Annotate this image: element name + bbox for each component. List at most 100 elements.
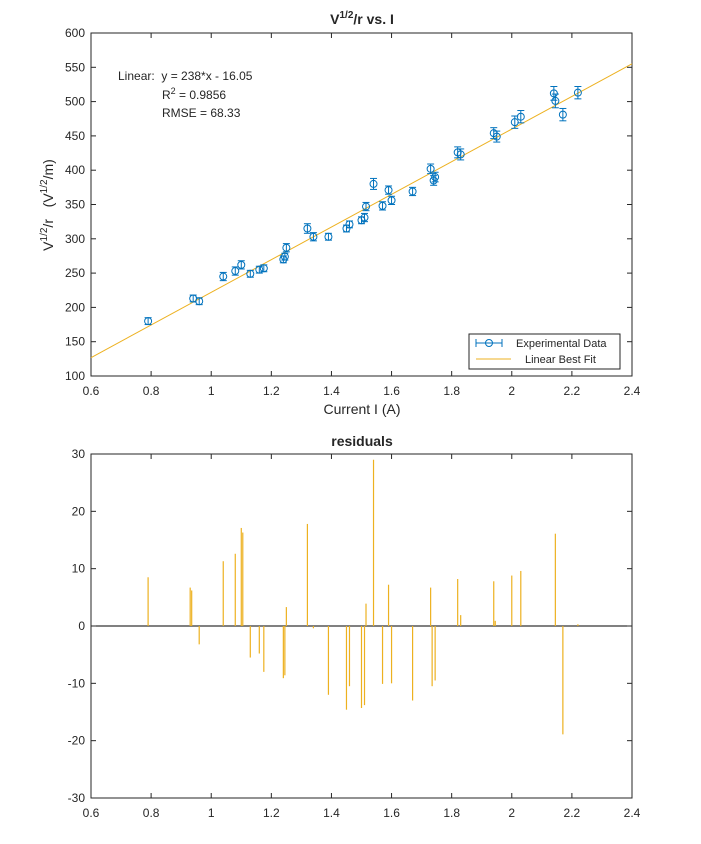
- data-marker: [324, 232, 333, 241]
- data-marker: [384, 186, 393, 195]
- data-point: [237, 260, 246, 270]
- data-point: [362, 201, 371, 212]
- y-tick-label: 100: [65, 369, 85, 383]
- title-sup: 1/2: [339, 10, 353, 21]
- data-point: [324, 232, 333, 241]
- y-tick-label: 20: [72, 504, 86, 518]
- fit-line: [90, 63, 633, 359]
- data-point: [144, 317, 153, 326]
- data-point: [387, 195, 396, 205]
- data-marker: [378, 201, 387, 210]
- data-point: [246, 269, 255, 278]
- data-marker: [510, 118, 519, 127]
- data-point: [558, 107, 567, 122]
- data-point: [255, 265, 264, 274]
- y-tick-label: 150: [65, 335, 85, 349]
- data-point: [309, 232, 318, 242]
- ylabel-end: /m): [40, 159, 56, 179]
- data-marker: [280, 252, 289, 261]
- r2-sup: 2: [171, 86, 176, 96]
- legend-label-data: Experimental Data: [516, 338, 607, 350]
- data-point: [259, 264, 268, 273]
- data-point: [408, 186, 417, 197]
- title-rest: /r vs. I: [353, 11, 393, 27]
- data-point: [516, 110, 525, 124]
- data-marker: [426, 164, 435, 173]
- data-point: [231, 266, 240, 276]
- y-tick-label: 550: [65, 60, 85, 74]
- data-point: [303, 223, 312, 234]
- x-tick-label: 1: [208, 806, 215, 820]
- data-point: [282, 243, 291, 253]
- data-point: [378, 201, 387, 211]
- data-marker: [492, 132, 501, 141]
- data-marker: [360, 213, 369, 222]
- x-tick-label: 2.4: [624, 384, 641, 398]
- data-marker: [551, 96, 560, 105]
- fit-plot-title: V1/2/r vs. I: [330, 10, 394, 27]
- y-tick-label: -10: [68, 676, 86, 690]
- data-point: [219, 271, 228, 282]
- data-marker: [549, 89, 558, 98]
- data-marker: [345, 220, 354, 229]
- data-point: [456, 148, 465, 161]
- ylabel-sup1: 1/2: [39, 227, 50, 241]
- data-marker: [195, 297, 204, 306]
- residuals-data-layer: [91, 459, 632, 735]
- residuals-x-ticks: 0.6 0.8 1 1.2 1.4 1.6 1.8 2 2.2 2.4: [83, 454, 641, 820]
- x-tick-label: 1.6: [383, 806, 400, 820]
- data-marker: [282, 243, 291, 252]
- ylabel-v: V: [40, 241, 56, 251]
- x-axis-label: Current I (A): [323, 401, 400, 417]
- r2-suffix: = 0.9856: [176, 88, 227, 102]
- data-marker: [362, 202, 371, 211]
- data-point: [369, 177, 378, 190]
- data-marker: [219, 272, 228, 281]
- legend-data-symbol: [475, 339, 503, 347]
- legend-box: [468, 333, 621, 370]
- data-marker: [431, 173, 440, 182]
- y-tick-label: 0: [78, 619, 85, 633]
- data-point: [384, 185, 393, 195]
- data-marker: [144, 317, 153, 326]
- ylabel-sup2: 1/2: [39, 179, 50, 193]
- x-tick-label: 2.2: [564, 384, 581, 398]
- x-tick-label: 1: [208, 384, 215, 398]
- y-tick-label: 350: [65, 198, 85, 212]
- x-tick-label: 2: [508, 384, 515, 398]
- y-tick-label: 300: [65, 232, 85, 246]
- y-tick-label: 30: [72, 447, 86, 461]
- data-point: [360, 212, 369, 223]
- data-point: [426, 163, 435, 175]
- annotation-equation: Linear: y = 238*x - 16.05: [118, 69, 253, 83]
- x-tick-label: 1.8: [443, 384, 460, 398]
- data-point: [280, 252, 289, 261]
- data-point: [195, 297, 204, 306]
- data-marker: [303, 224, 312, 233]
- data-point: [573, 86, 582, 100]
- data-marker: [255, 265, 264, 274]
- x-tick-label: 1.8: [443, 806, 460, 820]
- fit-plot-x-ticks: 0.6 0.8 1 1.2 1.4 1.6 1.8 2 2.2 2.4: [83, 33, 641, 398]
- fit-plot-y-ticks: 100 150 200 250 300 350 400 450 500 550 600: [65, 26, 632, 383]
- data-marker: [408, 187, 417, 196]
- data-marker: [246, 269, 255, 278]
- annotation-rmse: RMSE = 68.33: [162, 106, 241, 120]
- x-tick-label: 2.2: [564, 806, 581, 820]
- data-marker: [573, 88, 582, 97]
- residuals-plot-title: residuals: [331, 433, 393, 449]
- data-marker: [259, 264, 268, 273]
- x-tick-label: 1.2: [263, 806, 280, 820]
- data-marker: [369, 179, 378, 188]
- ylabel-mid: /r (V: [40, 193, 56, 228]
- title-main: V: [330, 11, 340, 27]
- data-point: [345, 220, 354, 229]
- legend-label-fit: Linear Best Fit: [525, 354, 596, 366]
- y-tick-label: 200: [65, 300, 85, 314]
- data-marker: [309, 232, 318, 241]
- y-axis-label: V1/2/r (V1/2/m): [39, 159, 56, 251]
- x-tick-label: 1.2: [263, 384, 280, 398]
- data-point: [431, 171, 440, 183]
- data-marker: [516, 112, 525, 121]
